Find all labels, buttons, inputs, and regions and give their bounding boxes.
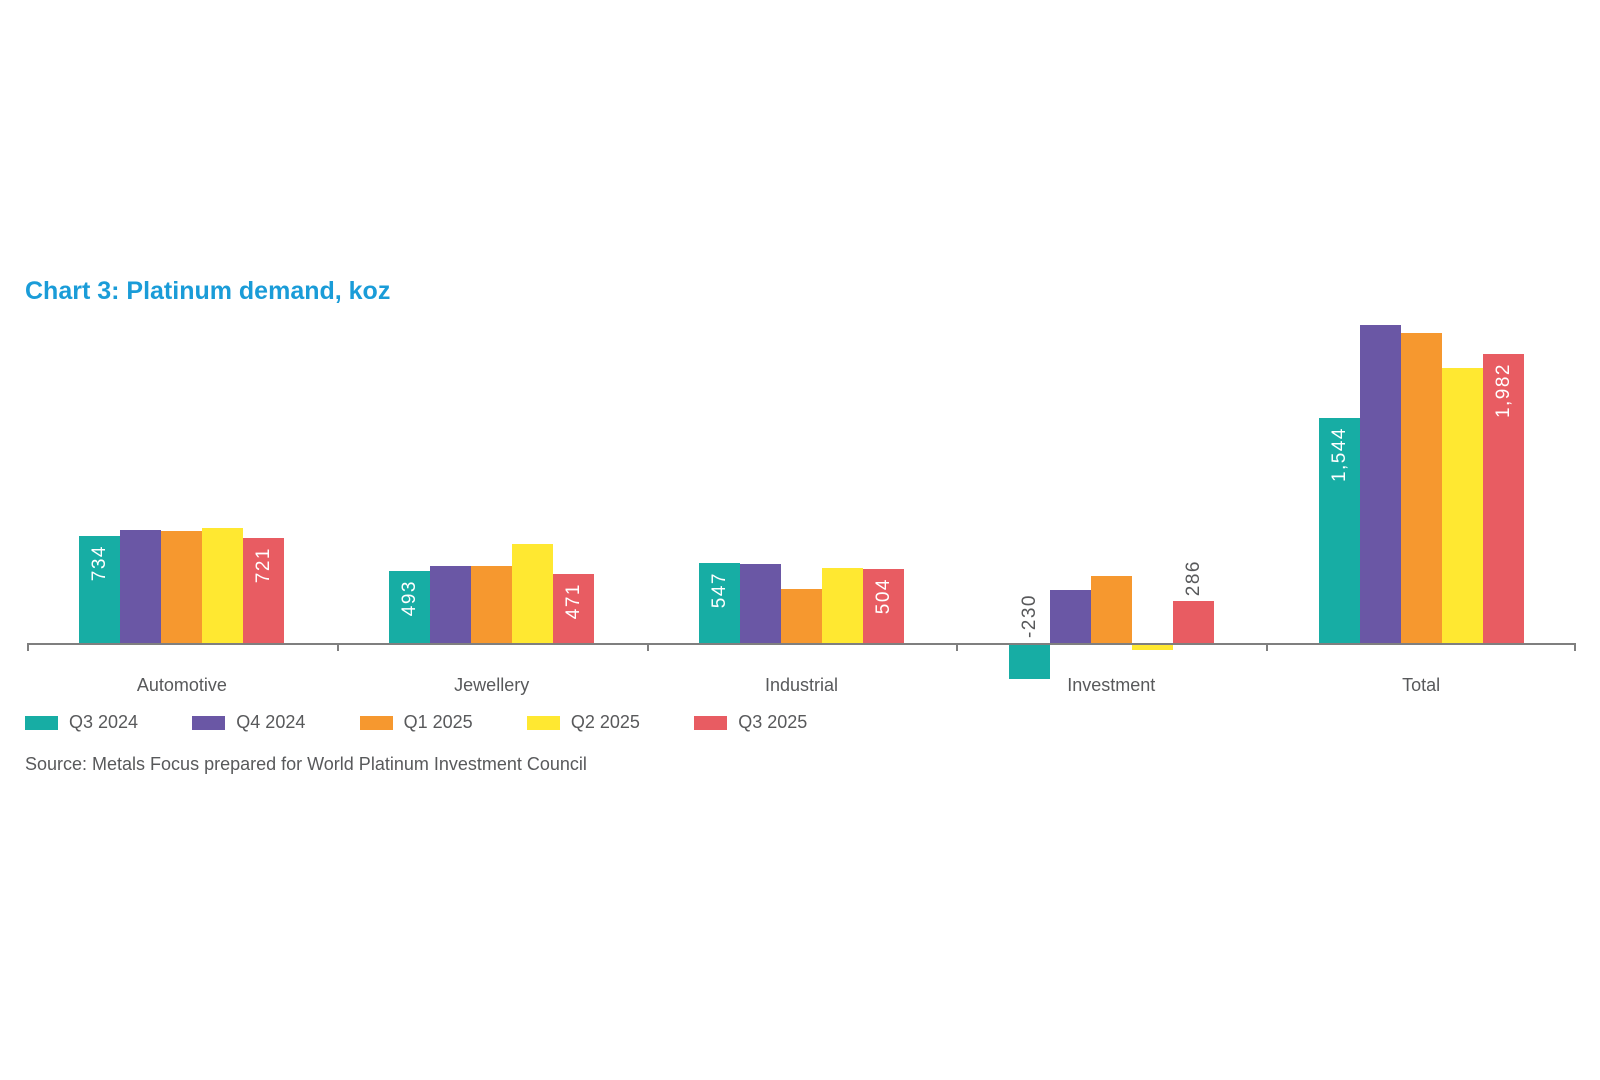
legend-item: Q2 2025: [526, 712, 640, 733]
bar: [1090, 575, 1132, 643]
legend-item: Q3 2025: [694, 712, 807, 733]
legend-item-label: Q2 2025: [570, 712, 640, 732]
bar: [1400, 332, 1442, 643]
x-axis-line: [27, 643, 1576, 645]
bar: [553, 574, 595, 643]
bar: [1441, 367, 1483, 643]
bar-value-label: 721: [243, 547, 284, 638]
legend-item-label: Q4 2024: [236, 712, 306, 732]
source-note: Source: Metals Focus prepared for World …: [25, 754, 587, 774]
legend-swatch: [526, 715, 560, 730]
bar: [863, 569, 904, 643]
bar-value-text: 286: [1182, 560, 1204, 597]
axis-tick: [1266, 643, 1269, 651]
bar: [202, 527, 244, 643]
category-label: Investment: [1067, 675, 1156, 695]
bar: [1359, 324, 1401, 643]
axis-tick: [646, 643, 649, 651]
bar: [1482, 353, 1524, 643]
bar: [1131, 645, 1173, 651]
bar-value-label: -230: [1009, 543, 1050, 638]
bar-value-label: 286: [1173, 501, 1214, 596]
legend-swatch: [359, 715, 393, 730]
bar: [243, 537, 285, 643]
bar: [1172, 601, 1214, 643]
bar-value-label: 1,544: [1319, 427, 1360, 557]
bar-value-label: 504: [863, 578, 904, 638]
bar-value-text: 734: [89, 544, 111, 582]
legend-item-label: Q3 2025: [738, 712, 808, 732]
bar: [120, 529, 162, 643]
legend-swatch: [694, 715, 728, 730]
legend-item-label: Q1 2025: [403, 712, 473, 732]
bar: [1008, 645, 1050, 679]
legend-item: Q3 2024: [25, 712, 138, 733]
bar-value-text: 471: [563, 583, 585, 620]
bar-value-text: 1,982: [1492, 362, 1514, 418]
bar-value-text: 1,544: [1328, 426, 1350, 482]
bar: [781, 588, 822, 643]
legend-swatch: [25, 715, 58, 730]
axis-tick: [27, 643, 29, 651]
bar-value-text: 504: [873, 578, 894, 615]
category-label: Industrial: [764, 675, 839, 695]
category-label: Total: [1402, 675, 1441, 695]
bar-value-text: 721: [253, 546, 275, 583]
legend-item: Q1 2025: [359, 712, 473, 733]
axis-tick: [336, 643, 339, 651]
bar: [740, 564, 781, 643]
legend: Q3 2024 Q4 2024 Q1 2025 Q2 2025 Q3 2025: [0, 712, 1600, 738]
bar: [1318, 417, 1360, 643]
bar: [161, 530, 203, 643]
bar: [1049, 590, 1091, 643]
legend-swatch: [192, 715, 226, 730]
bar-value-text: 547: [709, 572, 730, 609]
bar: [471, 566, 513, 643]
bar: [512, 544, 554, 643]
bar: [822, 568, 863, 643]
legend-item: Q4 2024: [192, 712, 305, 733]
bar-value-label: 1,982: [1483, 363, 1524, 493]
category-label: Automotive: [136, 675, 227, 695]
bar-value-text: -230: [1018, 593, 1040, 638]
category-label: Jewellery: [454, 675, 530, 695]
bar-value-label: 471: [553, 583, 594, 638]
bar: [430, 565, 472, 643]
bar-value-label: 493: [389, 580, 430, 638]
legend-item-label: Q3 2024: [69, 712, 139, 732]
bar-value-label: 547: [699, 572, 740, 638]
bar: [79, 535, 121, 643]
bar-value-label: 734: [79, 545, 120, 638]
axis-tick: [1574, 643, 1576, 651]
bar-value-text: 493: [399, 580, 421, 617]
bar: [699, 563, 740, 643]
bar: [389, 571, 431, 643]
axis-tick: [956, 643, 959, 651]
chart-title: Chart 3: Platinum demand, koz: [25, 277, 391, 305]
